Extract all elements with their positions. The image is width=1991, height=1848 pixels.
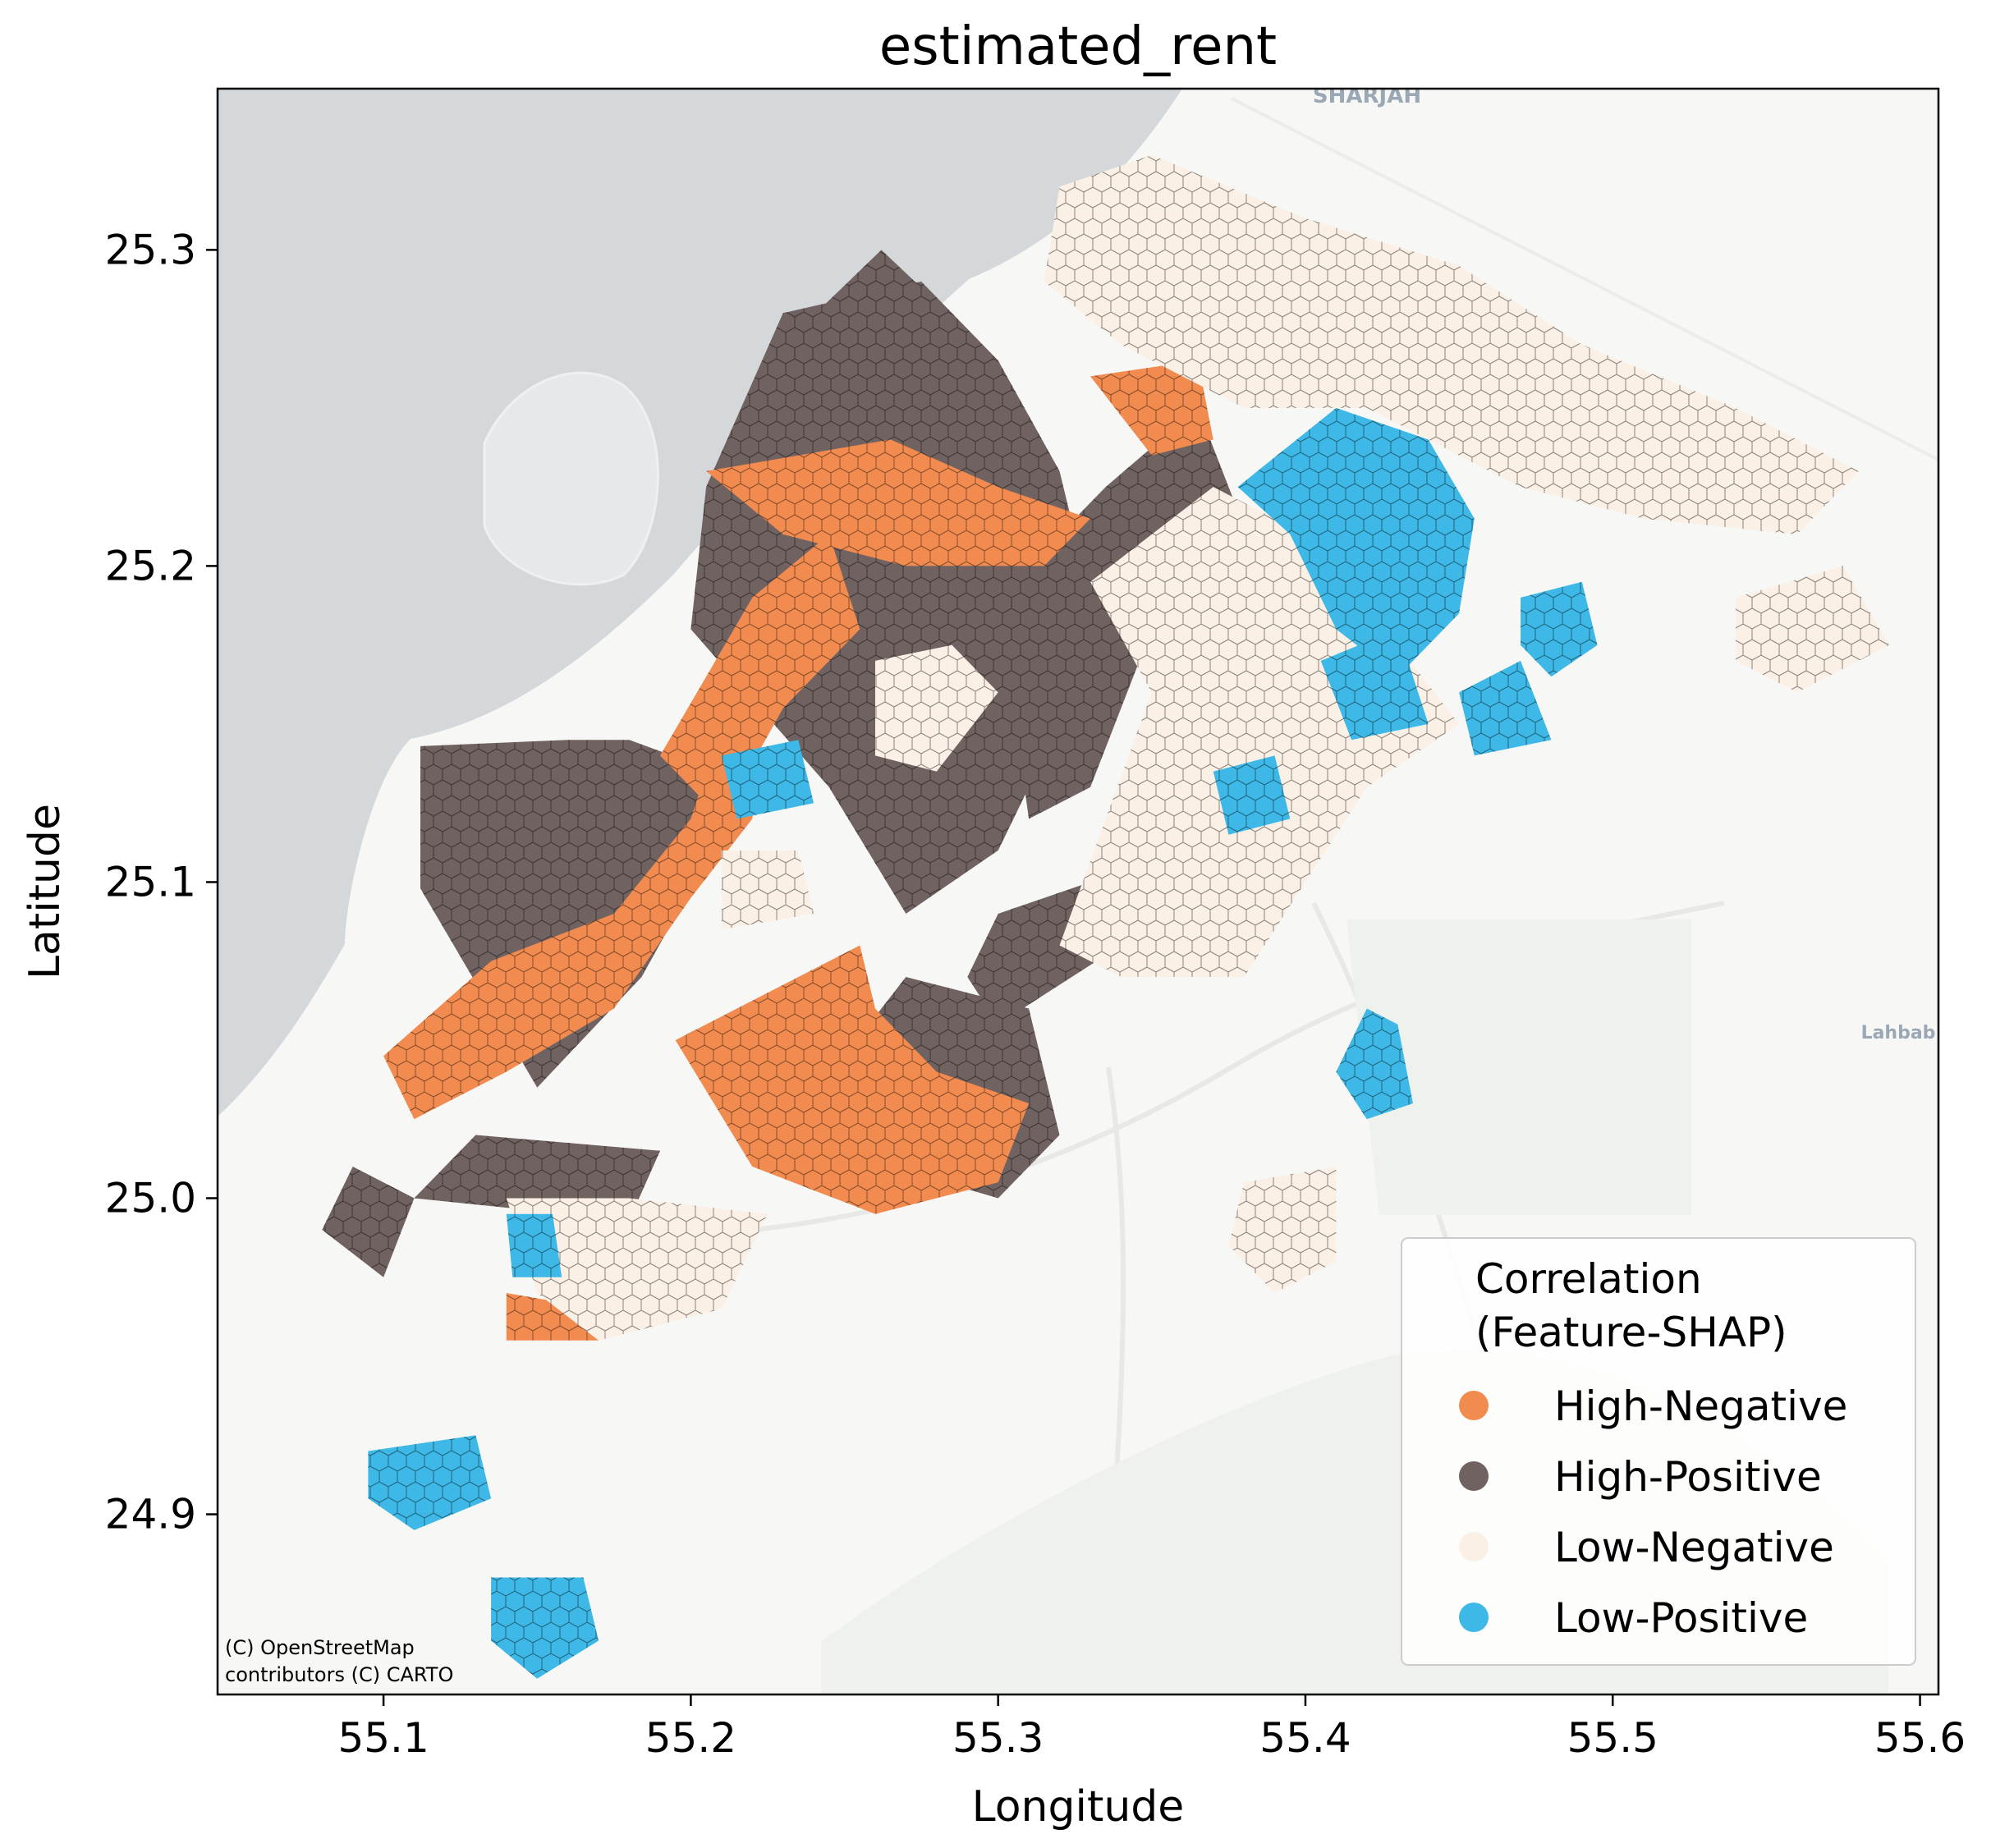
- hex-grid-overlay-17: [506, 1198, 768, 1341]
- chart-title: estimated_rent: [879, 16, 1277, 77]
- x-tick-label: 55.5: [1567, 1714, 1658, 1762]
- x-tick-label: 55.4: [1259, 1714, 1351, 1762]
- y-axis-label: Latitude: [21, 804, 70, 979]
- hexbin-regions: [322, 154, 1890, 1679]
- hex-grid-overlay-6: [322, 1167, 415, 1277]
- y-tick-label: 25.1: [105, 858, 196, 906]
- hex-grid-overlay-14: [1044, 154, 1859, 534]
- legend-marker-high-positive: [1459, 1461, 1489, 1491]
- plot-frame: [216, 87, 1940, 1696]
- hex-grid-overlay-22: [1320, 629, 1429, 741]
- attribution-line2: contributors (C) CARTO: [225, 1663, 453, 1686]
- hex-grid-overlay-19: [721, 850, 814, 930]
- x-tick-label: 55.2: [645, 1714, 736, 1762]
- legend-marker-low-positive: [1459, 1603, 1489, 1632]
- hex-grid-overlay-23: [1459, 660, 1552, 756]
- attribution-line1: (C) OpenStreetMap: [225, 1636, 415, 1659]
- y-tick-label: 25.3: [105, 226, 196, 273]
- green-area: [1346, 919, 1691, 1215]
- legend-label-low-negative: Low-Negative: [1554, 1524, 1834, 1571]
- x-tick-label: 55.1: [337, 1714, 429, 1762]
- hex-grid-overlay-16: [1736, 566, 1890, 693]
- legend: Correlation (Feature-SHAP) High-Negative…: [1401, 1237, 1916, 1666]
- hex-grid-overlay-18: [875, 644, 998, 772]
- hex-grid-overlay-12: [1090, 360, 1213, 456]
- hex-grid-overlay-21: [1237, 407, 1475, 677]
- hex-grid-overlay-20: [1228, 1167, 1337, 1293]
- y-axis-ticks: 24.9 25.0 25.1 25.2 25.3: [105, 226, 218, 1538]
- legend-label-high-positive: High-Positive: [1554, 1453, 1822, 1501]
- hex-grid-overlay-11: [660, 534, 860, 819]
- hex-grid-overlay-27: [368, 1435, 492, 1530]
- hex-grid-overlay-8: [706, 439, 1090, 566]
- hex-grid-overlay-24: [1521, 581, 1598, 677]
- hex-grid-overlay-28: [491, 1577, 599, 1679]
- y-tick-label: 25.2: [105, 542, 196, 589]
- legend-title-line1: Correlation: [1475, 1255, 1702, 1303]
- x-axis-label: Longitude: [972, 1782, 1185, 1832]
- legend-label-low-positive: Low-Positive: [1554, 1594, 1808, 1642]
- legend-title-line2: (Feature-SHAP): [1475, 1309, 1787, 1356]
- legend-marker-high-negative: [1459, 1391, 1489, 1420]
- hex-grid-overlay-25: [1213, 755, 1291, 835]
- hex-grid-overlay-26: [1336, 1008, 1413, 1120]
- hex-grid-overlay-29: [721, 740, 814, 819]
- palm-island: [483, 371, 659, 586]
- road: [1231, 97, 1938, 461]
- legend-label-high-negative: High-Negative: [1554, 1383, 1847, 1430]
- hex-grid-overlay-13: [506, 1293, 599, 1341]
- hex-grid-overlay-30: [506, 1213, 562, 1277]
- x-tick-label: 55.6: [1874, 1714, 1966, 1762]
- hex-grid-overlay-10: [675, 945, 1030, 1214]
- y-tick-label: 25.0: [105, 1174, 196, 1222]
- x-tick-label: 55.3: [952, 1714, 1044, 1762]
- hex-grid-overlay-2: [782, 250, 998, 392]
- legend-marker-low-negative: [1459, 1532, 1489, 1561]
- legend-box: [1401, 1237, 1916, 1666]
- map-label-lahbab: Lahbab: [1861, 1023, 1936, 1043]
- hex-grid-overlay-1: [690, 281, 1090, 914]
- map-label-sharjah: SHARJAH: [1313, 84, 1421, 108]
- sea-area: [218, 89, 1182, 1117]
- hex-grid-overlay-9: [383, 692, 768, 1120]
- x-axis-ticks: 55.1 55.2 55.3 55.4 55.5 55.6: [337, 1694, 1966, 1762]
- y-tick-label: 24.9: [105, 1491, 196, 1538]
